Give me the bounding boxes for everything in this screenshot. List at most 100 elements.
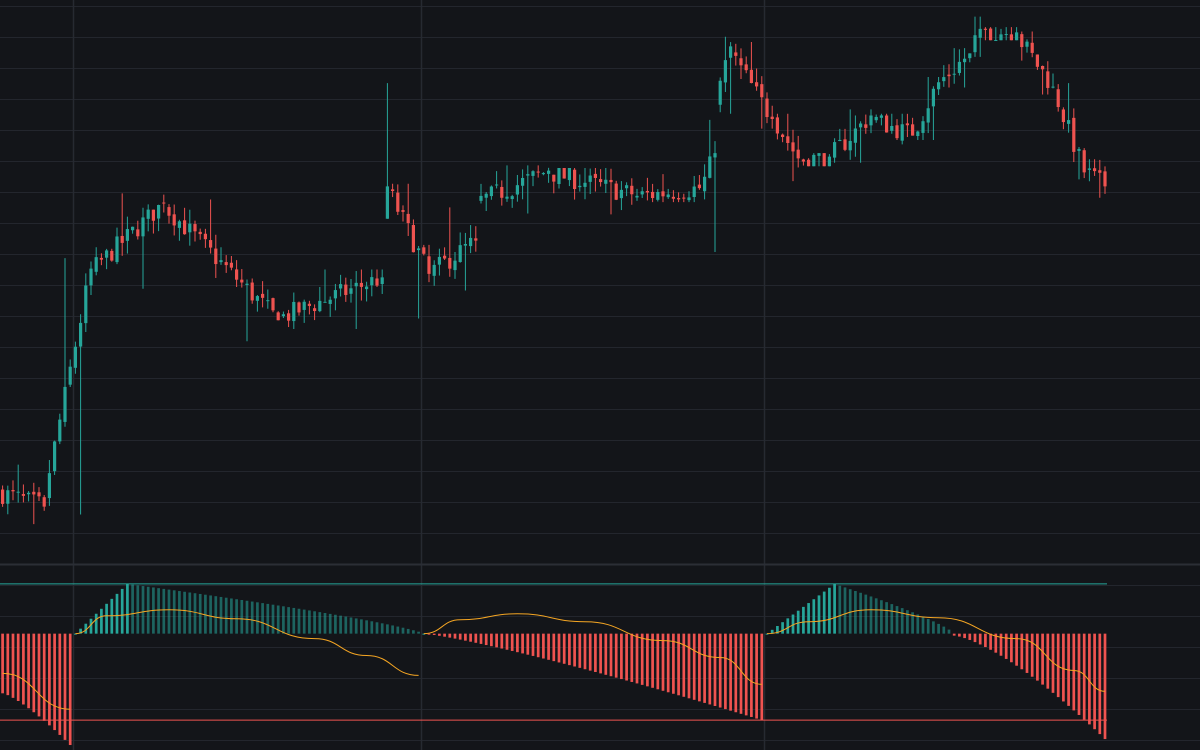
candle-body [952,73,956,75]
candle [458,232,462,263]
candle [6,485,10,515]
candle-body [645,190,649,193]
histogram-bar [640,633,644,685]
candle [370,269,374,297]
candle-body [905,123,909,126]
candle [931,86,935,140]
histogram-bar [276,605,280,634]
candle-body [593,173,597,178]
candle-body [1,489,5,504]
candle [625,182,629,197]
candle-body [162,202,166,204]
histogram-bar [1077,633,1081,715]
signal-line [2,672,71,710]
histogram-bar [817,595,821,634]
histogram-bar [698,633,701,702]
histogram-bar [261,603,264,634]
histogram-bar [84,623,88,634]
candle-body [1087,168,1091,170]
candle-body [541,173,545,175]
histogram-bar [594,633,597,673]
histogram-bar [791,614,795,634]
candle [271,297,275,313]
candle [177,219,181,241]
candle-body [427,256,431,274]
candle [287,309,291,328]
candle [136,220,140,240]
histogram-bar [760,633,764,721]
histogram-bar [370,621,374,634]
candle-body [755,82,759,87]
candle [94,247,98,276]
candle-body [1041,65,1045,70]
histogram-bar [500,633,504,649]
candle-body [203,233,207,240]
candle-body [73,346,77,368]
histogram-bar [776,626,779,634]
candle-body [245,283,249,285]
candle [183,207,187,235]
candle [781,133,785,143]
candle-body [916,131,920,137]
candle-body [385,186,389,219]
histogram-bar [864,594,868,634]
candle-body [978,28,982,38]
candle [874,114,878,123]
histogram-bar [209,595,212,634]
candle [651,183,655,203]
candle-body [479,195,483,201]
candle [645,177,649,201]
histogram-bar [973,633,977,643]
candle [313,304,317,321]
candle [1056,84,1060,112]
candle-body [687,197,691,201]
candle-body [375,278,379,286]
candle-body [661,191,665,197]
candle-body [302,301,306,310]
candle [281,311,285,319]
candle-body [177,221,181,228]
candle [131,226,135,234]
candle-body [521,177,525,186]
candle-body [562,168,566,179]
histogram-bar [292,607,296,634]
candle [84,273,88,333]
candle [16,464,20,503]
candle [396,184,400,216]
candle-body [983,28,987,30]
histogram-bar [271,604,275,634]
histogram-bar [386,624,389,634]
candle [11,480,15,501]
candle [1098,159,1102,198]
candle-body [214,248,218,265]
histogram-bar [193,593,197,634]
histogram-bar [1030,633,1034,677]
histogram-bar [620,633,623,680]
candle-body [765,98,769,118]
candle-body [807,159,811,167]
histogram-bar [859,592,862,634]
candle [401,205,405,222]
candle [671,190,675,203]
candle [307,300,311,315]
candle-body [885,115,889,133]
candle-body [1098,170,1102,173]
histogram-bar [245,600,249,634]
candle-body [791,142,795,152]
candle [1103,166,1107,194]
candle-body [401,210,405,212]
histogram-bar [469,633,472,642]
candle-body [411,225,415,253]
candle-body [11,490,15,492]
candle-body [432,264,436,276]
candle [120,193,124,256]
candle [229,256,233,271]
candle [677,192,681,203]
candle [1025,39,1029,53]
candle [453,251,457,279]
histogram-bar [1088,633,1091,725]
histogram-bar [552,633,556,662]
candle [115,227,119,265]
candle [1020,31,1024,61]
candle-body [827,156,831,167]
